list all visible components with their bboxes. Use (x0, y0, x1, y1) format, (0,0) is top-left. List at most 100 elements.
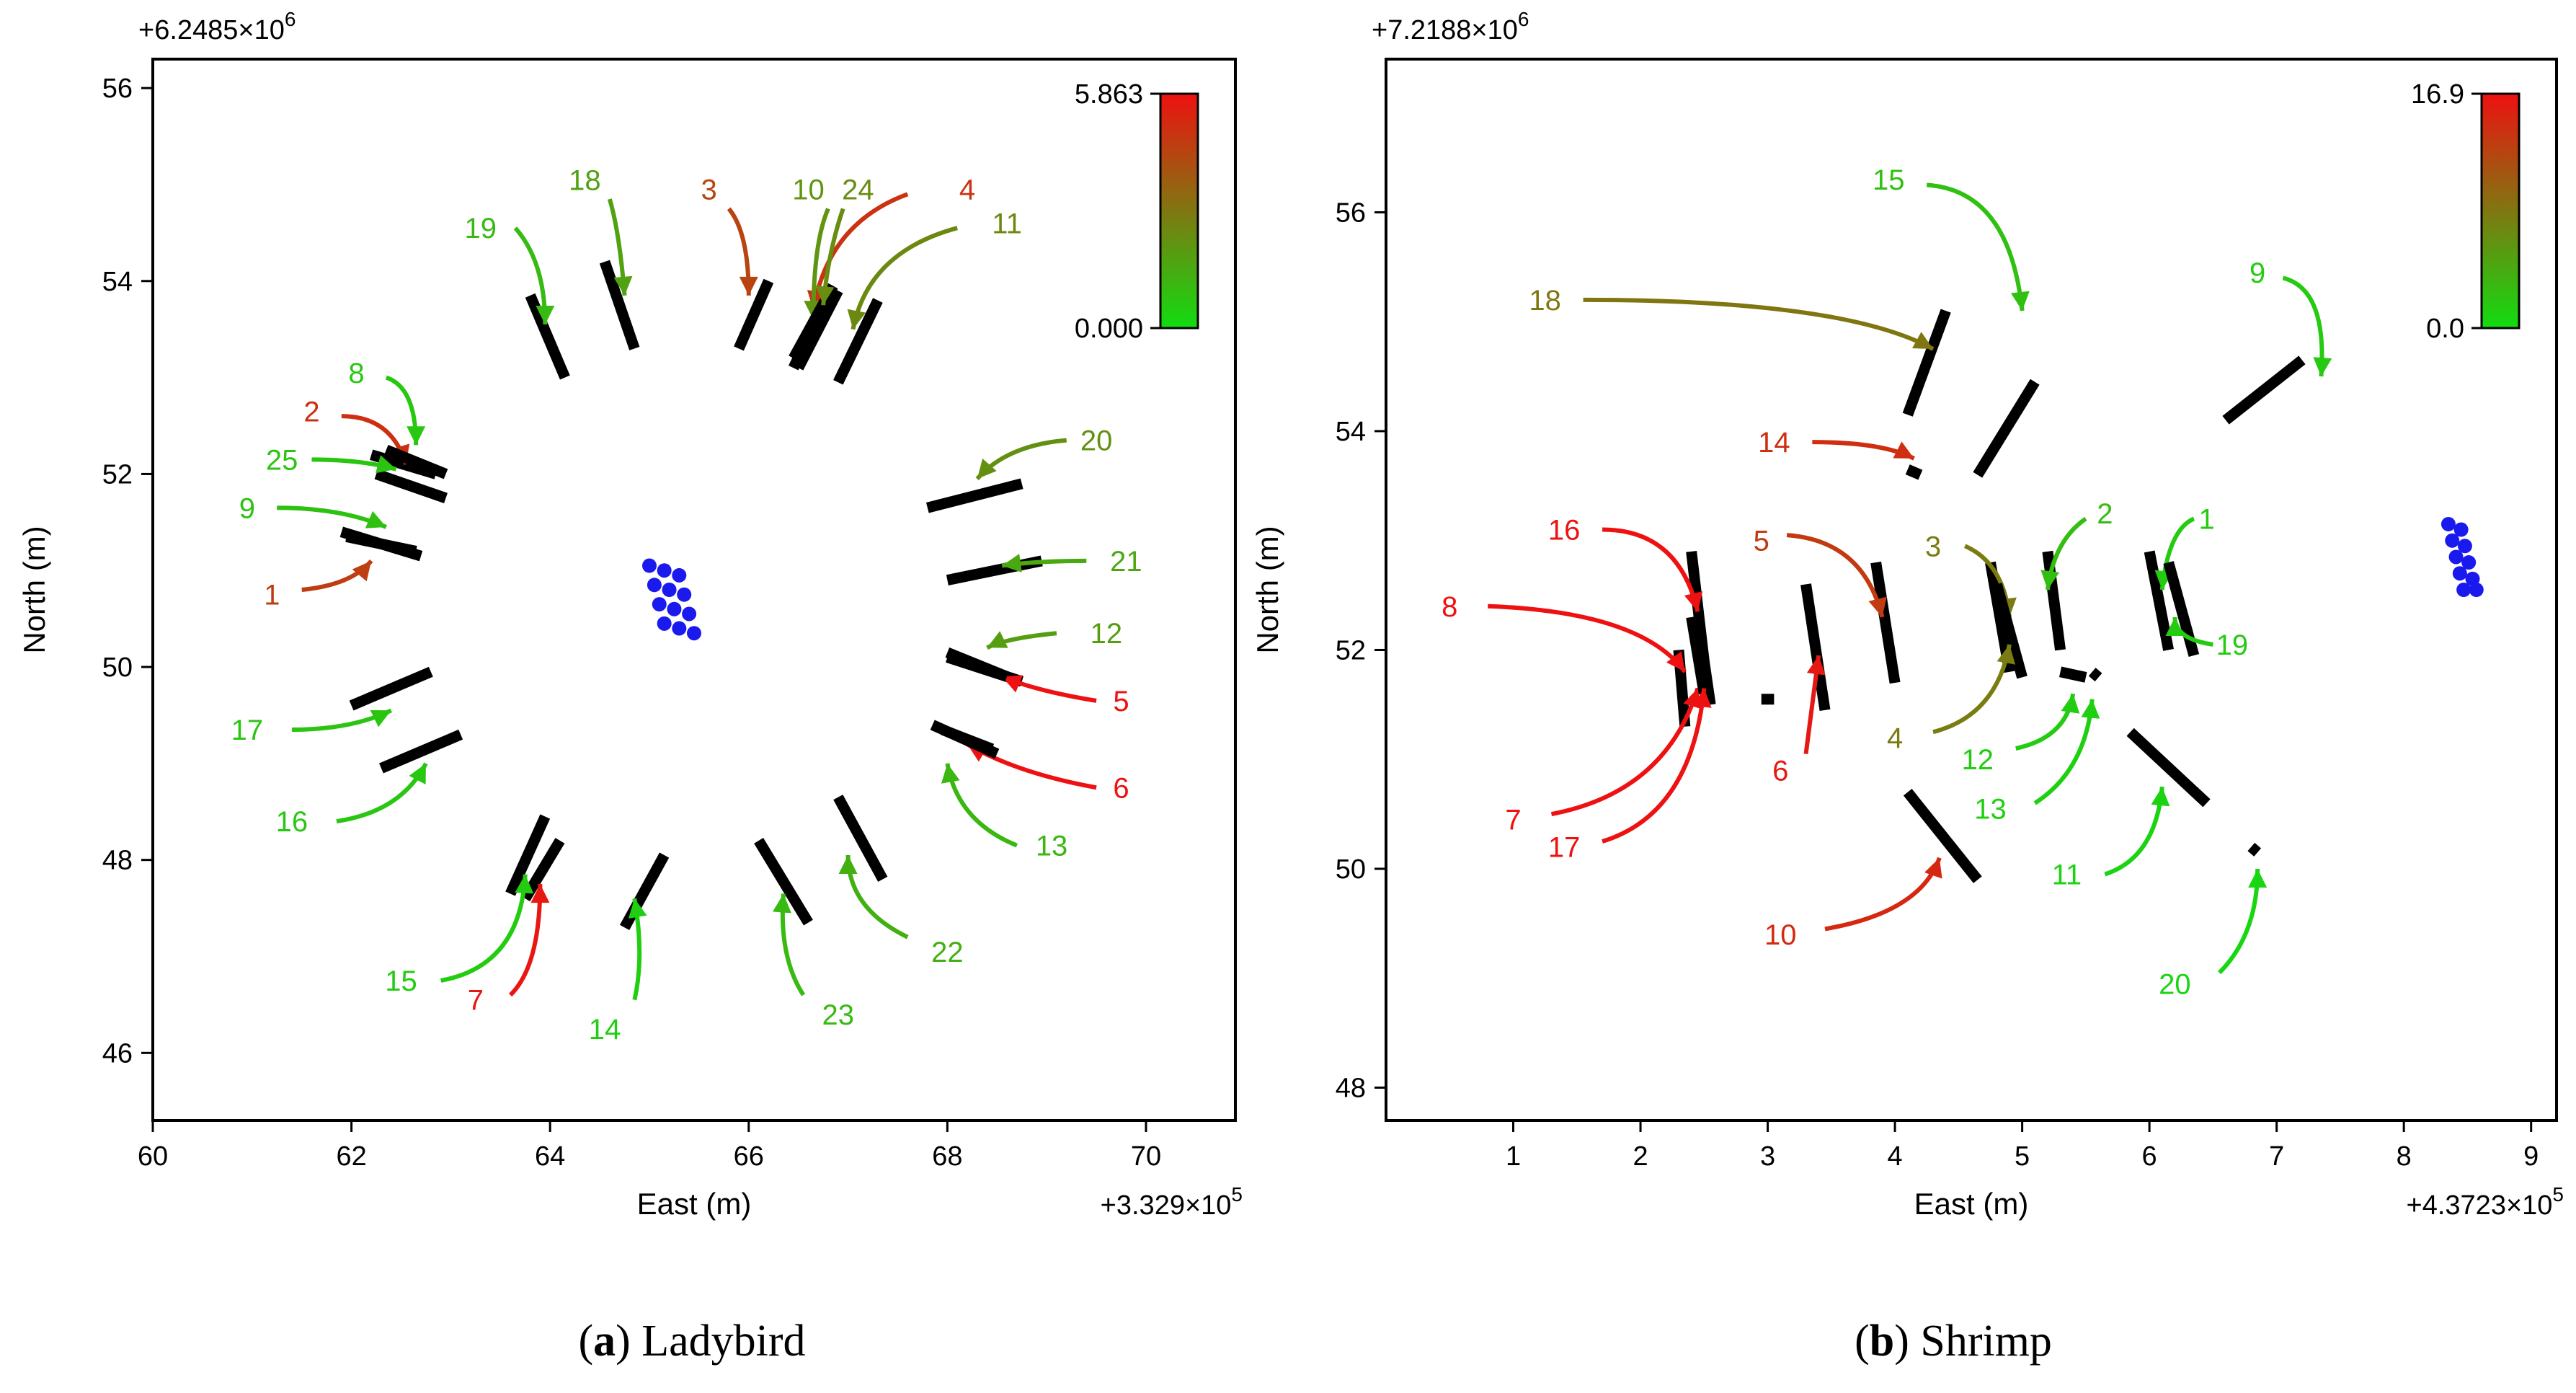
arrowhead-12 (2061, 694, 2080, 714)
arrow-8 (1488, 603, 1687, 673)
segment-label-6: 6 (1113, 772, 1129, 804)
arrowhead-9 (365, 510, 386, 529)
y-tick-label: 54 (1336, 417, 1366, 447)
track-segment-23 (754, 838, 813, 926)
panel-caption: (b) Shrimp (1855, 1317, 2052, 1366)
arrowhead-8 (1666, 651, 1685, 672)
track-segment-25 (374, 469, 448, 503)
track-segment-16 (379, 729, 463, 774)
track-segment-17 (1686, 616, 1710, 695)
arrowhead-10 (1924, 857, 1942, 879)
arrowhead-25 (376, 455, 396, 474)
arrowhead-8 (407, 426, 426, 446)
receiver-dot (672, 567, 687, 583)
y-axis-title: North (m) (17, 526, 51, 653)
track-segment-14 (1905, 464, 1923, 480)
segment-label-15: 15 (1873, 164, 1905, 196)
x-axis-title: East (m) (637, 1187, 752, 1221)
segment-label-20: 20 (1080, 425, 1113, 457)
x-tick-label: 2 (1633, 1141, 1648, 1172)
track-segment-5 (1870, 561, 1901, 684)
receiver-dot (662, 583, 677, 597)
x-tick-label: 4 (1888, 1141, 1903, 1172)
segment-label-18: 18 (569, 164, 601, 196)
segment-label-21: 21 (1110, 546, 1142, 578)
track-segment-13 (930, 720, 1000, 759)
x-tick-label: 5 (2015, 1141, 2030, 1172)
arrowhead-12 (987, 631, 1008, 648)
arrowhead-13 (2081, 699, 2100, 719)
panel-caption: (a) Ladybird (578, 1317, 805, 1366)
receiver-dot (2465, 571, 2480, 586)
arrow-17 (1602, 688, 1707, 844)
segment-label-22: 22 (931, 937, 964, 968)
y-tick-label: 52 (102, 459, 133, 490)
y-tick-label: 50 (1336, 854, 1366, 885)
colorbar (1159, 92, 1199, 330)
x-offset-label: +3.329×105 (1101, 1183, 1243, 1221)
receiver-dot (647, 578, 662, 593)
segment-label-2: 2 (2097, 498, 2113, 530)
x-tick-label: 9 (2523, 1141, 2539, 1172)
arrowhead-4 (1997, 644, 2016, 665)
segment-label-12: 12 (1091, 618, 1123, 650)
arrowhead-5 (1002, 675, 1023, 693)
arrowhead-11 (2151, 787, 2170, 807)
y-tick-label: 54 (102, 267, 133, 297)
track-segment-20 (2247, 842, 2262, 857)
x-tick-label: 3 (1760, 1141, 1775, 1172)
track-segment-13 (2088, 668, 2102, 682)
track-segment-11 (833, 298, 883, 385)
colorbar-max-label: 5.863 (1075, 79, 1143, 110)
x-axis-title: East (m) (1914, 1187, 2029, 1221)
segment-label-1: 1 (264, 580, 280, 611)
arrowhead-20 (2248, 868, 2268, 888)
receiver-dot (2456, 583, 2471, 597)
receiver-dot (2453, 522, 2469, 537)
colorbar-min-label: 0.000 (1075, 314, 1143, 344)
y-tick-label: 48 (1336, 1073, 1366, 1103)
arrow-16 (1602, 527, 1700, 613)
segment-label-13: 13 (1974, 794, 2007, 826)
track-segment-20 (925, 478, 1023, 513)
arrow-15 (1927, 182, 2025, 311)
segment-label-17: 17 (231, 715, 264, 746)
segment-label-2: 2 (303, 396, 319, 428)
y-tick-label: 56 (102, 74, 133, 104)
colorbar-max-label: 16.9 (2411, 79, 2464, 110)
arrowhead-23 (773, 893, 791, 914)
arrowhead-18 (1911, 332, 1934, 350)
segment-label-10: 10 (792, 174, 825, 206)
receiver-dot (682, 606, 697, 622)
arrowhead-14 (628, 898, 647, 919)
arrow-5 (1786, 533, 1885, 618)
segment-label-19: 19 (2216, 629, 2249, 661)
receiver-dot (667, 601, 682, 616)
plot-frame (1385, 58, 2558, 1122)
y-offset-label: +7.2188×106 (1372, 8, 1529, 45)
segment-label-16: 16 (1548, 515, 1581, 547)
segment-label-18: 18 (1529, 285, 1561, 317)
x-tick-label: 7 (2269, 1141, 2284, 1172)
receiver-dot (672, 621, 687, 636)
segment-label-5: 5 (1754, 526, 1769, 557)
x-tick-label: 6 (2142, 1141, 2157, 1172)
arrowhead-19 (2165, 616, 2185, 636)
receiver-dot (657, 616, 672, 631)
track-segment-2 (2042, 550, 2066, 651)
x-tick-label: 64 (535, 1141, 565, 1172)
track-segment-3 (734, 278, 774, 351)
track-segment-9 (345, 531, 417, 557)
arrowhead-7 (530, 884, 550, 903)
segment-label-8: 8 (1442, 591, 1457, 623)
arrowhead-5 (1868, 596, 1887, 617)
segment-label-15: 15 (385, 965, 417, 997)
receiver-dot (641, 558, 657, 573)
x-tick-label: 70 (1131, 1141, 1161, 1172)
arrowhead-9 (2313, 357, 2332, 377)
segment-label-9: 9 (239, 492, 255, 524)
segment-label-23: 23 (822, 999, 855, 1031)
receiver-dot (687, 626, 701, 641)
arrowhead-17 (1692, 688, 1712, 708)
